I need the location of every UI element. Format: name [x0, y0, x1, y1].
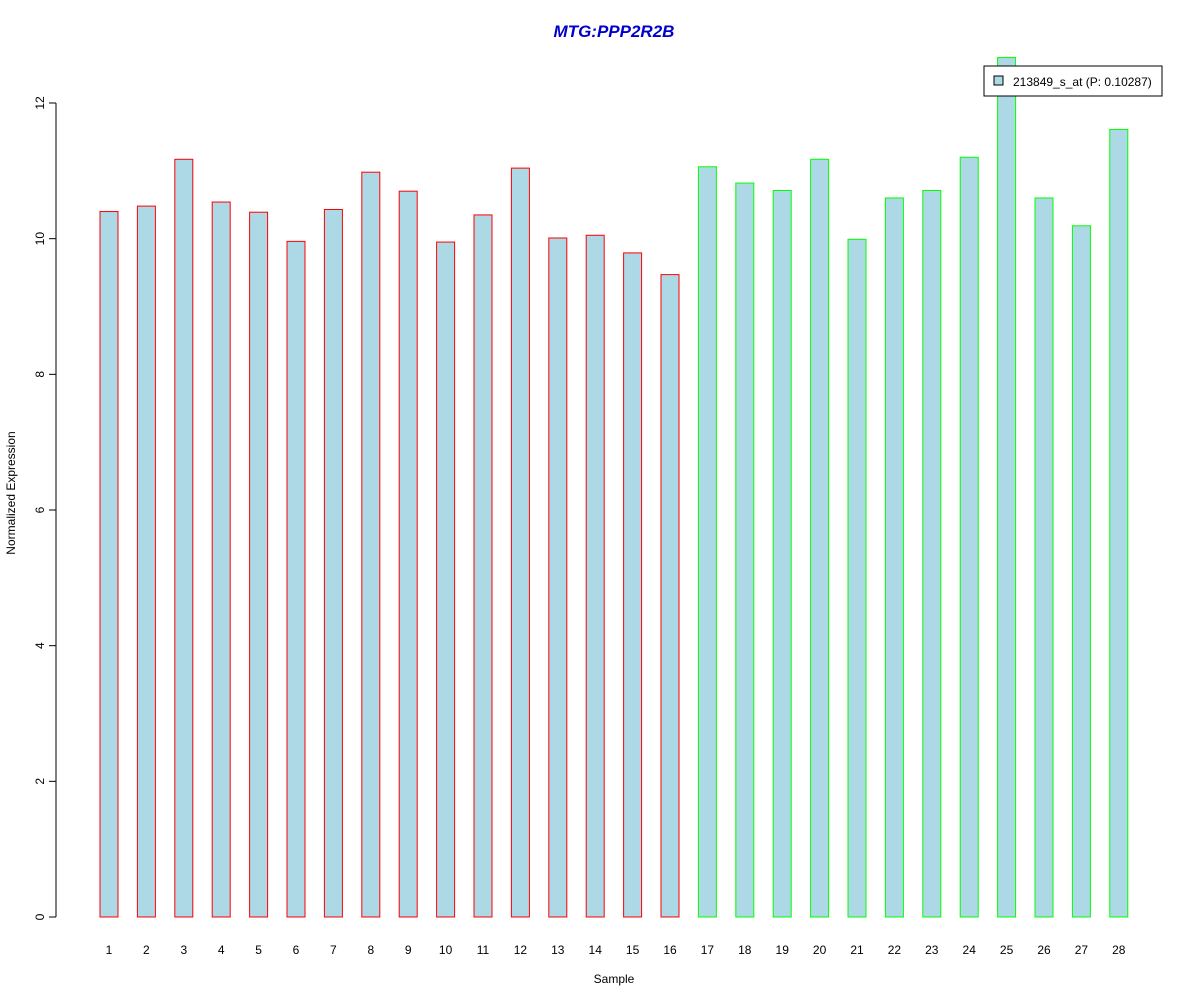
- x-tick-label: 23: [925, 943, 939, 957]
- bar-sample-8: [361, 171, 381, 918]
- x-tick-label: 26: [1037, 943, 1051, 957]
- x-tick-label: 13: [551, 943, 565, 957]
- y-tick-label: 8: [33, 371, 47, 378]
- bar-sample-17: [697, 166, 717, 918]
- bar-sample-23: [922, 190, 942, 918]
- bar-sample-22: [884, 197, 904, 918]
- x-tick-label: 28: [1112, 943, 1126, 957]
- x-tick-label: 15: [626, 943, 640, 957]
- bar-sample-11: [473, 214, 493, 918]
- y-tick-label: 4: [33, 642, 47, 649]
- bar-sample-10: [436, 241, 456, 918]
- x-tick-label: 25: [1000, 943, 1014, 957]
- x-tick-label: 21: [850, 943, 864, 957]
- bar-sample-7: [323, 208, 343, 918]
- bar-sample-6: [286, 240, 306, 918]
- x-tick-label: 7: [330, 943, 337, 957]
- y-tick-label: 2: [33, 778, 47, 785]
- x-tick-label: 11: [477, 943, 490, 957]
- y-axis: 0 2 4 6 8 10 12: [33, 96, 57, 920]
- x-tick-label: 27: [1075, 943, 1089, 957]
- bar-sample-18: [735, 182, 755, 918]
- y-tick-label: 12: [33, 96, 47, 110]
- legend-entry: 213849_s_at (P: 0.10287): [1013, 75, 1152, 89]
- x-tick-label: 1: [106, 943, 113, 957]
- bar-sample-16: [660, 274, 680, 918]
- bar-sample-26: [1034, 197, 1054, 918]
- chart-title: MTG:PPP2R2B: [554, 22, 675, 41]
- bar-sample-15: [623, 252, 643, 918]
- bar-sample-3: [174, 158, 194, 918]
- x-tick-label: 10: [439, 943, 453, 957]
- bar-sample-25: [997, 57, 1017, 918]
- x-tick-label: 8: [367, 943, 374, 957]
- x-tick-label: 17: [701, 943, 715, 957]
- x-tick-label: 18: [738, 943, 752, 957]
- y-tick-label: 0: [33, 913, 47, 920]
- x-tick-label: 20: [813, 943, 827, 957]
- y-axis-label: Normalized Expression: [4, 431, 18, 554]
- legend-box: [983, 65, 1163, 97]
- bar-sample-19: [772, 190, 792, 918]
- x-tick-label: 14: [589, 943, 603, 957]
- x-axis-tick-labels: 1 2 3 4 5 6 7 8 9 10 11 12 13 14 15 16 17 18 19 20 21 22 23 24 2…: [106, 943, 1126, 957]
- bar-sample-14: [585, 234, 605, 918]
- x-tick-label: 4: [218, 943, 225, 957]
- bar-sample-9: [398, 190, 418, 918]
- x-tick-label: 5: [255, 943, 262, 957]
- x-tick-label: 3: [180, 943, 187, 957]
- bar-sample-28: [1109, 128, 1129, 918]
- x-axis-label: Sample: [594, 972, 635, 986]
- x-tick-label: 12: [514, 943, 528, 957]
- bar-sample-2: [136, 205, 156, 918]
- bar-sample-24: [959, 156, 979, 918]
- bars: [99, 57, 1129, 918]
- x-tick-label: 16: [663, 943, 677, 957]
- bar-sample-12: [510, 167, 530, 918]
- bar-sample-20: [810, 158, 830, 918]
- bar-sample-5: [249, 211, 269, 918]
- bar-sample-21: [847, 238, 867, 918]
- bar-sample-1: [99, 211, 119, 918]
- bar-sample-4: [211, 201, 231, 918]
- bar-sample-13: [548, 237, 568, 918]
- x-tick-label: 2: [143, 943, 150, 957]
- bar-sample-27: [1071, 225, 1091, 918]
- x-tick-label: 19: [776, 943, 790, 957]
- x-tick-label: 24: [963, 943, 977, 957]
- x-tick-label: 9: [405, 943, 412, 957]
- legend: 213849_s_at (P: 0.10287): [983, 65, 1163, 97]
- y-tick-label: 10: [33, 232, 47, 246]
- legend-swatch: [993, 75, 1004, 86]
- x-tick-label: 6: [293, 943, 300, 957]
- x-tick-label: 22: [888, 943, 902, 957]
- y-tick-label: 6: [33, 506, 47, 513]
